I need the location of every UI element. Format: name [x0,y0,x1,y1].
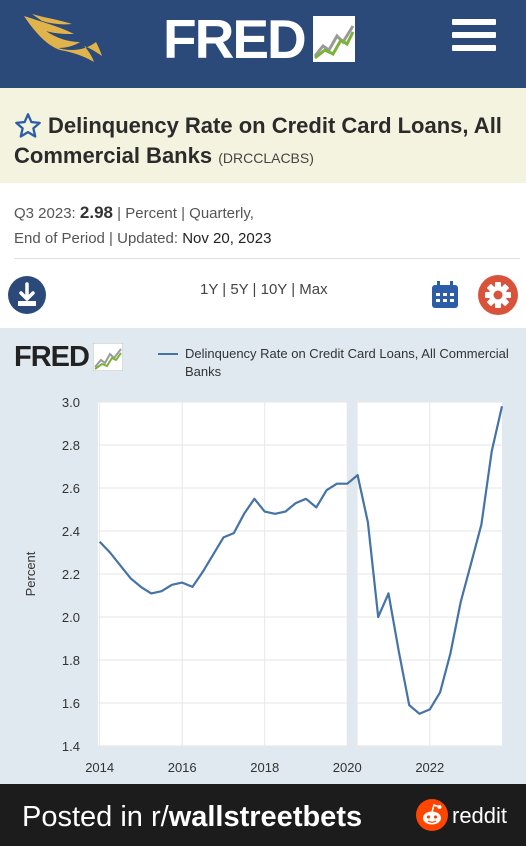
x-tick-label: 2018 [250,760,279,775]
y-tick-label: 1.4 [62,739,80,754]
subreddit-name[interactable]: wallstreetbets [168,801,363,833]
reddit-icon [416,799,448,831]
y-tick-label: 2.2 [62,567,80,582]
legend-label: Delinquency Rate on Credit Card Loans, A… [185,346,509,379]
gear-icon [485,282,511,308]
y-tick-label: 2.0 [62,610,80,625]
series-id: (DRCCLACBS) [218,150,314,166]
date-range-selector: 1Y | 5Y | 10Y | Max [200,281,328,298]
x-tick-label: 2014 [85,760,114,775]
fred-logo[interactable]: FRED [163,11,355,67]
range-max[interactable]: Max [299,281,328,298]
range-5y[interactable]: 5Y [230,281,249,298]
chart-fred-logo: FRED [14,340,123,374]
latest-value: 2.98 [79,203,113,222]
legend-swatch [158,353,178,355]
range-1y[interactable]: 1Y [200,281,219,298]
y-axis-label: Percent [23,551,38,596]
title-band [0,88,526,183]
posted-prefix: Posted in r/ [22,801,169,833]
calendar-icon[interactable] [430,280,460,310]
chart-fred-logo-text: FRED [14,341,90,373]
reddit-alien-icon [423,804,442,825]
y-tick-label: 1.8 [62,653,80,668]
download-button[interactable] [8,276,46,314]
range-separator: | [287,281,300,298]
y-tick-label: 3.0 [62,395,80,410]
y-tick-label: 2.6 [62,481,80,496]
graph-icon [312,16,355,62]
reddit-footer: Posted in r/wallstreetbets reddit [0,784,526,846]
star-icon[interactable] [14,112,42,140]
download-icon [18,282,36,306]
updated-label: End of Period | Updated: [14,230,179,247]
range-separator: | [218,281,231,298]
chart-graph-icon [92,343,123,371]
chart-toolbar: 1Y | 5Y | 10Y | Max [0,262,526,326]
series-title-text: Delinquency Rate on Credit Card Loans, A… [14,113,502,168]
top-nav-bar: FRED [0,0,526,88]
series-metadata: Q3 2023: 2.98 | Percent | Quarterly, End… [14,200,514,251]
line-chart: 3.0 2.8 2.6 2.4 2.2 2.0 1.8 1.6 1.4 2014 2016 2018 2… [23,395,504,775]
eagle-logo-icon[interactable] [22,12,104,64]
settings-button[interactable] [478,275,518,315]
range-separator: | [248,281,261,298]
posted-in-text: Posted in r/wallstreetbets [22,801,362,833]
series-title: Delinquency Rate on Credit Card Loans, A… [14,111,514,173]
x-tick-label: 2020 [333,760,362,775]
hamburger-menu-icon[interactable] [452,19,496,55]
fred-logo-text: FRED [163,8,307,70]
y-tick-label: 2.8 [62,438,80,453]
series-line [98,406,504,715]
divider [14,258,520,259]
latest-period: Q3 2023: [14,205,76,222]
units-frequency: | Percent | Quarterly, [117,205,254,222]
y-tick-label: 1.6 [62,696,80,711]
reddit-brand-text: reddit [452,803,508,828]
x-tick-label: 2022 [415,760,444,775]
updated-date: Nov 20, 2023 [182,230,272,247]
x-tick-label: 2016 [168,760,197,775]
range-10y[interactable]: 10Y [260,281,288,298]
y-tick-label: 2.4 [62,524,80,539]
